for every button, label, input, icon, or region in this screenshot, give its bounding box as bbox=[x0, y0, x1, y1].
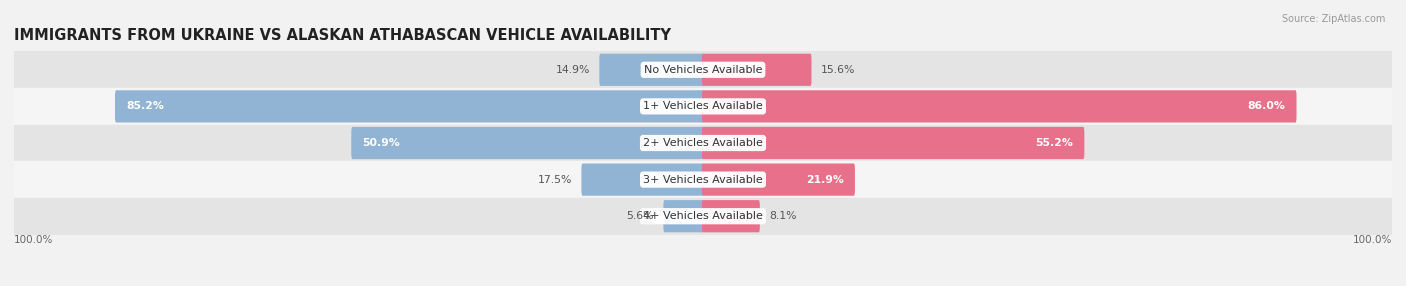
Bar bbox=[14, 88, 1392, 125]
Bar bbox=[14, 161, 1392, 198]
Text: Source: ZipAtlas.com: Source: ZipAtlas.com bbox=[1281, 14, 1385, 24]
Text: 100.0%: 100.0% bbox=[14, 235, 53, 245]
Text: No Vehicles Available: No Vehicles Available bbox=[644, 65, 762, 75]
Text: 14.9%: 14.9% bbox=[555, 65, 591, 75]
FancyBboxPatch shape bbox=[599, 54, 704, 86]
Text: 2+ Vehicles Available: 2+ Vehicles Available bbox=[643, 138, 763, 148]
Text: 100.0%: 100.0% bbox=[1353, 235, 1392, 245]
FancyBboxPatch shape bbox=[352, 127, 704, 159]
Text: 5.6%: 5.6% bbox=[627, 211, 654, 221]
FancyBboxPatch shape bbox=[702, 90, 1296, 122]
FancyBboxPatch shape bbox=[702, 200, 759, 232]
Bar bbox=[14, 51, 1392, 88]
Text: IMMIGRANTS FROM UKRAINE VS ALASKAN ATHABASCAN VEHICLE AVAILABILITY: IMMIGRANTS FROM UKRAINE VS ALASKAN ATHAB… bbox=[14, 28, 671, 43]
Text: 85.2%: 85.2% bbox=[127, 102, 165, 111]
Text: 8.1%: 8.1% bbox=[769, 211, 797, 221]
Text: 17.5%: 17.5% bbox=[537, 175, 572, 184]
Text: 3+ Vehicles Available: 3+ Vehicles Available bbox=[643, 175, 763, 184]
FancyBboxPatch shape bbox=[664, 200, 704, 232]
FancyBboxPatch shape bbox=[115, 90, 704, 122]
Text: 21.9%: 21.9% bbox=[806, 175, 844, 184]
Text: 50.9%: 50.9% bbox=[363, 138, 401, 148]
FancyBboxPatch shape bbox=[702, 127, 1084, 159]
Text: 86.0%: 86.0% bbox=[1247, 102, 1285, 111]
Text: 4+ Vehicles Available: 4+ Vehicles Available bbox=[643, 211, 763, 221]
Bar bbox=[14, 198, 1392, 235]
FancyBboxPatch shape bbox=[582, 164, 704, 196]
FancyBboxPatch shape bbox=[702, 54, 811, 86]
Text: 55.2%: 55.2% bbox=[1035, 138, 1073, 148]
Bar bbox=[14, 125, 1392, 161]
FancyBboxPatch shape bbox=[702, 164, 855, 196]
Text: 1+ Vehicles Available: 1+ Vehicles Available bbox=[643, 102, 763, 111]
Text: 15.6%: 15.6% bbox=[821, 65, 855, 75]
